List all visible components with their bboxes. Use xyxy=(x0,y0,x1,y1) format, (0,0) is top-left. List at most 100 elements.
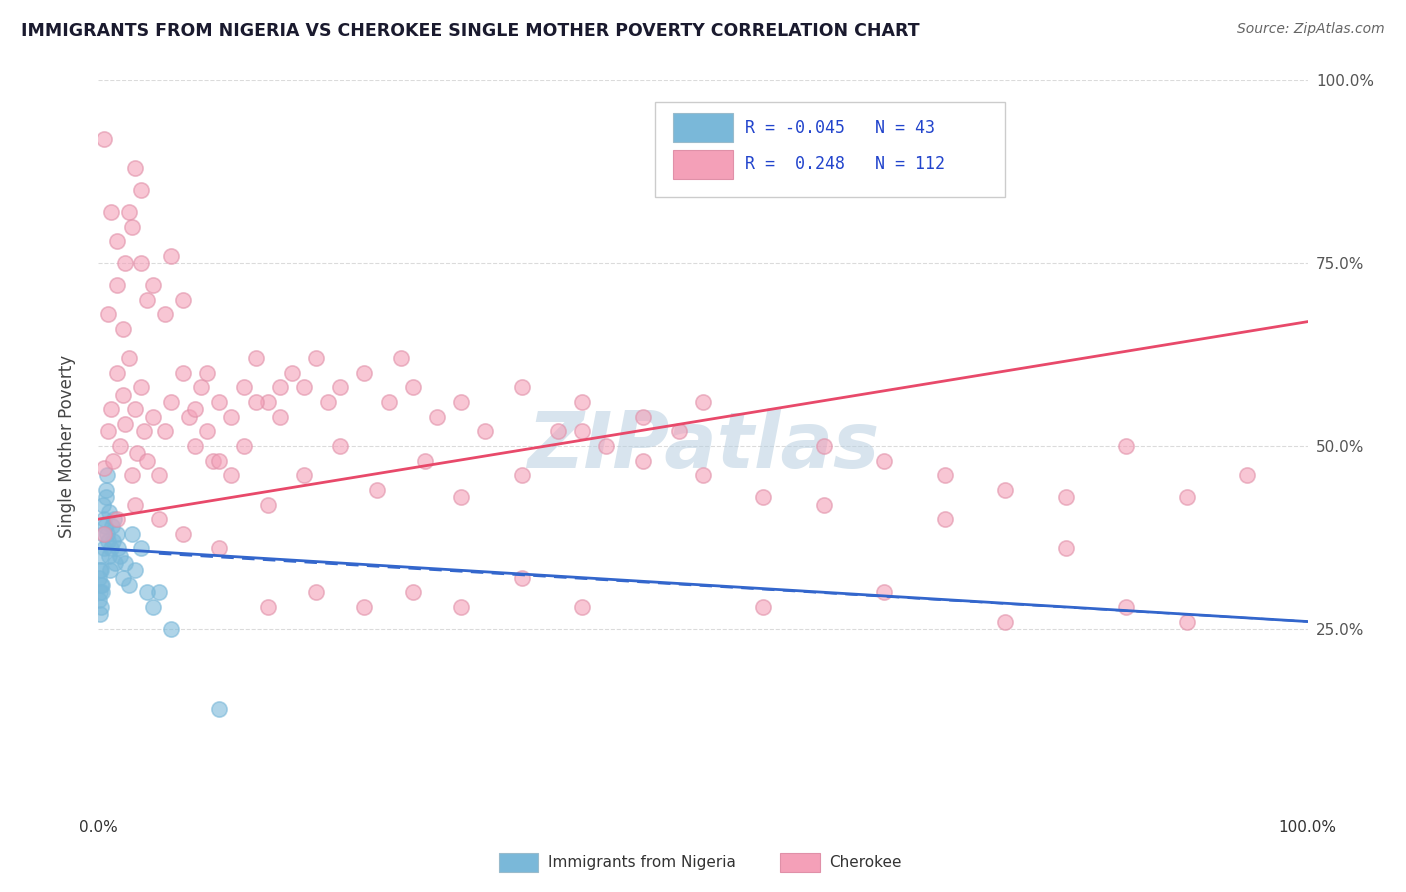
Point xyxy=(208,395,231,409)
Point xyxy=(111,571,134,585)
Point xyxy=(129,380,152,394)
Point xyxy=(245,395,267,409)
Point xyxy=(813,439,835,453)
Point xyxy=(98,563,121,577)
Point xyxy=(366,483,388,497)
Point xyxy=(450,395,472,409)
Point xyxy=(129,183,152,197)
Point xyxy=(100,205,122,219)
Point xyxy=(292,380,315,394)
Point xyxy=(97,534,120,549)
Point xyxy=(172,526,194,541)
Point xyxy=(89,607,111,622)
Point xyxy=(90,585,112,599)
Point xyxy=(245,351,267,366)
Point xyxy=(114,256,136,270)
Point xyxy=(934,468,956,483)
Point xyxy=(101,534,124,549)
Point xyxy=(135,453,157,467)
Point xyxy=(571,425,593,439)
Point xyxy=(269,409,291,424)
Point xyxy=(90,599,112,614)
Point xyxy=(90,563,112,577)
Point xyxy=(93,541,115,556)
Point xyxy=(752,599,775,614)
Point xyxy=(93,526,115,541)
Point xyxy=(121,468,143,483)
Point xyxy=(221,409,243,424)
Point xyxy=(329,439,352,453)
Point xyxy=(153,307,176,321)
Point xyxy=(547,425,569,439)
Point xyxy=(305,585,328,599)
Point xyxy=(232,439,254,453)
Point xyxy=(105,526,128,541)
Point xyxy=(98,549,121,563)
Point xyxy=(873,453,896,467)
Point xyxy=(172,293,194,307)
Point xyxy=(103,512,125,526)
Point xyxy=(153,425,176,439)
Point xyxy=(510,380,533,394)
Point xyxy=(172,366,194,380)
Point xyxy=(148,585,170,599)
Point xyxy=(121,219,143,234)
FancyBboxPatch shape xyxy=(655,103,1005,197)
Point xyxy=(124,563,146,577)
Point xyxy=(450,599,472,614)
Point xyxy=(127,446,149,460)
Point xyxy=(353,366,375,380)
Point xyxy=(142,409,165,424)
Point xyxy=(105,512,128,526)
Point xyxy=(474,425,496,439)
Point xyxy=(93,461,115,475)
Point xyxy=(413,453,436,467)
Point xyxy=(316,395,339,409)
Point xyxy=(111,322,134,336)
Point xyxy=(692,468,714,483)
Point xyxy=(100,541,122,556)
Point xyxy=(1054,490,1077,504)
Point xyxy=(91,526,114,541)
Point xyxy=(813,498,835,512)
Text: Cherokee: Cherokee xyxy=(830,855,903,870)
Point xyxy=(510,468,533,483)
Point xyxy=(1115,439,1137,453)
Point xyxy=(305,351,328,366)
Point xyxy=(281,366,304,380)
Point xyxy=(631,409,654,424)
Point xyxy=(256,395,278,409)
Point xyxy=(934,512,956,526)
Point xyxy=(184,439,207,453)
Point xyxy=(91,498,114,512)
Text: ZIPatlas: ZIPatlas xyxy=(527,408,879,484)
Point xyxy=(292,468,315,483)
Point xyxy=(90,549,112,563)
Point xyxy=(195,366,218,380)
Point xyxy=(873,585,896,599)
Point xyxy=(93,132,115,146)
Point xyxy=(124,402,146,417)
Point xyxy=(118,351,141,366)
Point xyxy=(93,512,115,526)
Point xyxy=(90,578,112,592)
Point xyxy=(994,483,1017,497)
Point xyxy=(402,585,425,599)
Point xyxy=(1175,615,1198,629)
Point xyxy=(94,519,117,533)
Point xyxy=(96,490,118,504)
Point xyxy=(692,395,714,409)
Point xyxy=(389,351,412,366)
Point xyxy=(107,541,129,556)
Text: Source: ZipAtlas.com: Source: ZipAtlas.com xyxy=(1237,22,1385,37)
Point xyxy=(111,388,134,402)
Point xyxy=(994,615,1017,629)
Text: R =  0.248   N = 112: R = 0.248 N = 112 xyxy=(745,155,945,173)
Point xyxy=(160,395,183,409)
Point xyxy=(100,402,122,417)
Point xyxy=(160,622,183,636)
Point xyxy=(160,249,183,263)
Point xyxy=(571,395,593,409)
Point xyxy=(96,468,118,483)
FancyBboxPatch shape xyxy=(673,113,734,143)
